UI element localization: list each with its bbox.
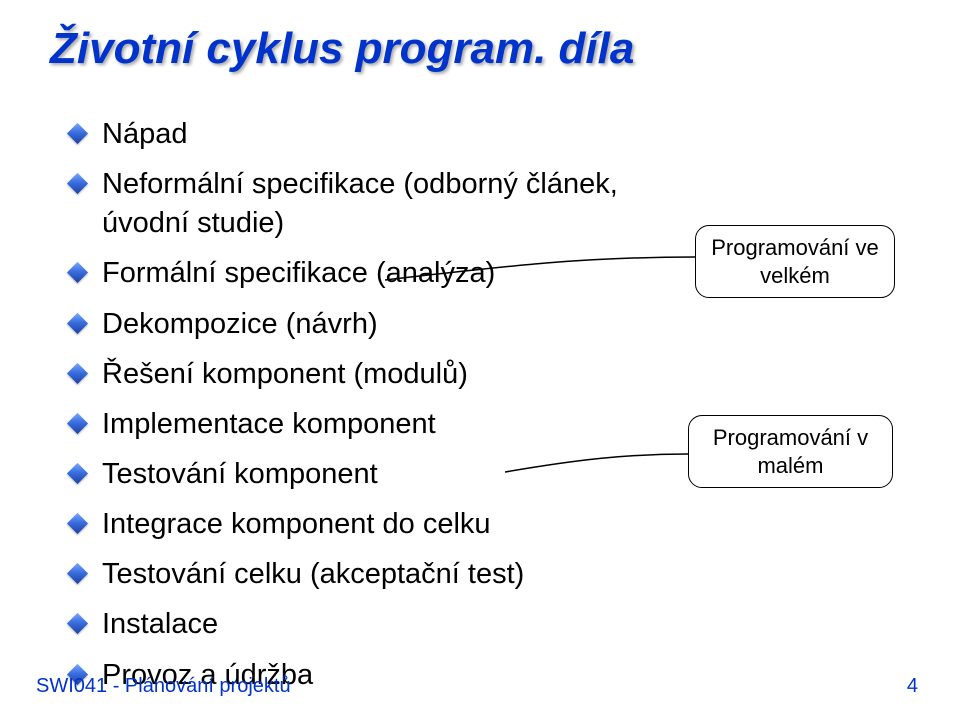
bullet-icon bbox=[67, 363, 88, 384]
list-item: Dekompozice (návrh) bbox=[70, 305, 630, 344]
bullet-text: Nápad bbox=[102, 115, 187, 154]
bullet-text: Implementace komponent bbox=[102, 405, 436, 444]
bullet-text: Instalace bbox=[102, 605, 218, 644]
list-item: Nápad bbox=[70, 115, 630, 154]
callout-line: Programování v bbox=[703, 424, 878, 452]
connector-line bbox=[385, 255, 705, 295]
bullet-list: Nápad Neformální specifikace (odborný čl… bbox=[70, 115, 630, 706]
list-item: Testování celku (akceptační test) bbox=[70, 555, 630, 594]
bullet-icon bbox=[67, 563, 88, 584]
bullet-icon bbox=[67, 463, 88, 484]
list-item: Integrace komponent do celku bbox=[70, 505, 630, 544]
callout-line: Programování ve bbox=[710, 234, 880, 262]
bullet-text: Neformální specifikace (odborný článek, … bbox=[102, 165, 630, 243]
bullet-icon bbox=[67, 173, 88, 194]
bullet-icon bbox=[67, 513, 88, 534]
list-item: Implementace komponent bbox=[70, 405, 630, 444]
bullet-icon bbox=[67, 413, 88, 434]
list-item: Instalace bbox=[70, 605, 630, 644]
bullet-text: Testování komponent bbox=[102, 455, 378, 494]
callout-small: Programování v malém bbox=[688, 415, 893, 488]
callout-line: malém bbox=[703, 452, 878, 480]
list-item: Neformální specifikace (odborný článek, … bbox=[70, 165, 630, 243]
bullet-icon bbox=[67, 613, 88, 634]
slide-title: Životní cyklus program. díla bbox=[50, 24, 634, 74]
bullet-text: Dekompozice (návrh) bbox=[102, 305, 378, 344]
bullet-text: Testování celku (akceptační test) bbox=[102, 555, 524, 594]
footer-text: SWI041 - Plánování projektů bbox=[36, 675, 291, 698]
callout-line: velkém bbox=[710, 262, 880, 290]
bullet-text: Řešení komponent (modulů) bbox=[102, 355, 468, 394]
callout-big: Programování ve velkém bbox=[695, 225, 895, 298]
bullet-text: Integrace komponent do celku bbox=[102, 505, 491, 544]
bullet-icon bbox=[67, 262, 88, 283]
page-number: 4 bbox=[907, 675, 918, 698]
slide: Životní cyklus program. díla Nápad Nefor… bbox=[0, 0, 960, 720]
bullet-icon bbox=[67, 312, 88, 333]
connector-line bbox=[505, 452, 705, 492]
bullet-icon bbox=[67, 123, 88, 144]
list-item: Řešení komponent (modulů) bbox=[70, 355, 630, 394]
